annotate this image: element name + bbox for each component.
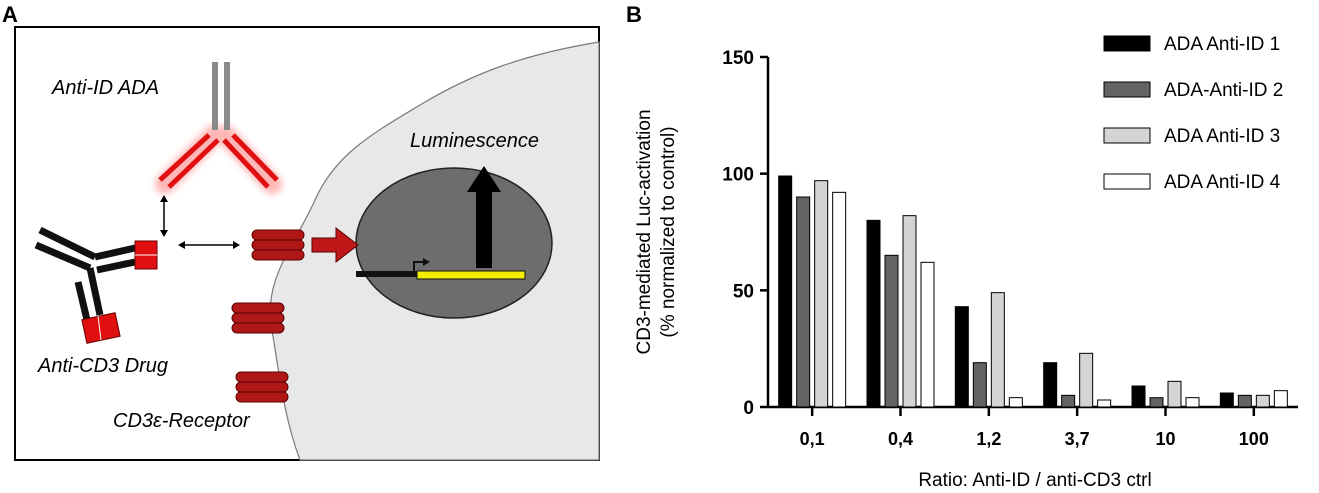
x-axis-title: Ratio: Anti-ID / anti-CD3 ctrl — [918, 470, 1151, 491]
cd3-receptor — [251, 229, 305, 261]
bar-series-4-0,4 — [920, 261, 935, 408]
bar-series-2-3,7 — [1061, 394, 1076, 408]
anti-cd3-drug-antibody — [34, 226, 158, 344]
x-tick-label: 0,4 — [888, 429, 913, 449]
x-tick-label: 3,7 — [1065, 429, 1090, 449]
y-ticks: 0 50 100 150 — [722, 48, 768, 419]
luminescence-arrow-icon — [467, 166, 501, 268]
legend-label: ADA Anti-ID 1 — [1164, 34, 1280, 55]
x-tick-label: 1,2 — [976, 429, 1001, 449]
y-axis-title-line2: (% normalized to control) — [658, 126, 679, 337]
bar-series-3-1,2 — [990, 292, 1005, 408]
cd3-receptor — [231, 302, 285, 334]
bar-series-3-10 — [1167, 380, 1182, 408]
bar-series-1-10 — [1131, 385, 1146, 408]
y-tick-label: 50 — [733, 281, 754, 302]
bar-series-4-3,7 — [1097, 399, 1112, 408]
bar-series-group — [778, 175, 1288, 408]
anti-id-ada-label: Anti-ID ADA — [51, 77, 159, 99]
legend-label: ADA Anti-ID 3 — [1164, 126, 1280, 147]
bar-series-2-1,2 — [972, 362, 987, 408]
panel-a-label: A — [2, 2, 18, 27]
bar-series-1-0,1 — [778, 175, 793, 408]
bar-series-3-100 — [1255, 394, 1270, 408]
legend-swatch — [1103, 81, 1151, 98]
bar-series-1-3,7 — [1043, 362, 1058, 408]
legend-label: ADA Anti-ID 4 — [1164, 172, 1281, 193]
x-tick-label: 10 — [1155, 429, 1175, 449]
y-tick-label: 150 — [722, 48, 754, 69]
legend-label: ADA-Anti-ID 2 — [1164, 80, 1283, 101]
bar-series-4-100 — [1273, 390, 1288, 408]
bar-series-3-0,4 — [902, 215, 917, 408]
x-tick-label: 100 — [1239, 429, 1269, 449]
x-tick-label: 0,1 — [800, 429, 825, 449]
legend-swatch — [1103, 127, 1151, 144]
cd3-receptor-label: CD3ε-Receptor — [113, 410, 251, 432]
bar-series-2-100 — [1237, 394, 1252, 408]
binding-arrow-horizontal-icon — [178, 241, 240, 249]
legend-swatch — [1103, 35, 1151, 52]
legend: ADA Anti-ID 1 ADA-Anti-ID 2 ADA Anti-ID 3 A… — [1103, 34, 1283, 193]
y-tick-label: 100 — [722, 165, 754, 186]
bar-series-2-0,1 — [796, 196, 811, 408]
bar-series-4-1,2 — [1008, 397, 1023, 408]
bar-series-4-0,1 — [832, 191, 847, 408]
bar-series-3-0,1 — [814, 180, 829, 408]
bar-series-1-100 — [1219, 392, 1234, 408]
anti-cd3-drug-label: Anti-CD3 Drug — [37, 355, 168, 377]
bar-series-1-1,2 — [954, 306, 969, 408]
bar-series-4-10 — [1185, 397, 1200, 408]
x-ticks: 0,1 0,4 1,2 3,7 10 100 — [800, 407, 1269, 449]
anti-id-ada-antibody — [155, 62, 282, 194]
reporter-gene — [356, 258, 526, 280]
binding-arrow-vertical-icon — [160, 195, 168, 237]
panel-b-label: B — [626, 2, 642, 27]
luminescence-label: Luminescence — [410, 130, 539, 152]
cd3-receptor — [235, 371, 289, 403]
y-axis-title-line1: CD3-mediated Luc-activation — [634, 109, 655, 354]
nucleus — [355, 167, 553, 319]
bar-series-2-0,4 — [884, 254, 899, 408]
legend-swatch — [1103, 173, 1151, 190]
bar-series-1-0,4 — [866, 219, 881, 408]
bar-series-3-3,7 — [1079, 352, 1094, 408]
bar-series-2-10 — [1149, 397, 1164, 408]
activation-arrow-icon — [311, 226, 359, 264]
y-tick-label: 0 — [743, 398, 754, 419]
